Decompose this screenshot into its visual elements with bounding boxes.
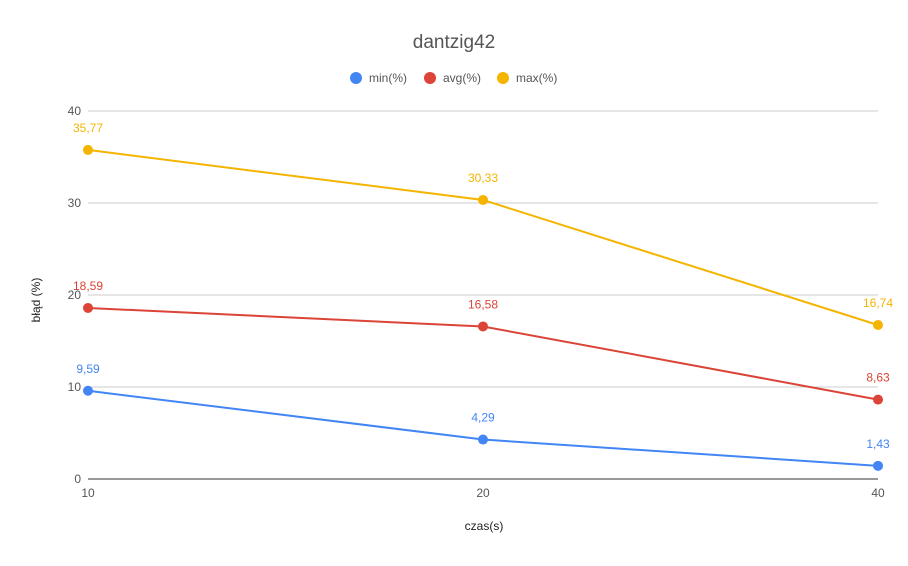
x-tick-label: 40 bbox=[871, 486, 885, 500]
legend-marker bbox=[497, 72, 509, 84]
legend-label: min(%) bbox=[369, 71, 407, 85]
data-label: 4,29 bbox=[471, 411, 495, 425]
data-label: 30,33 bbox=[468, 171, 498, 185]
x-axis-title: czas(s) bbox=[465, 519, 504, 533]
gridlines bbox=[88, 110, 878, 480]
series-group bbox=[83, 144, 883, 471]
data-point[interactable] bbox=[873, 319, 883, 330]
legend: min(%) avg(%) max(%) bbox=[350, 71, 557, 85]
chart-title: dantzig42 bbox=[413, 32, 495, 53]
data-point[interactable] bbox=[478, 434, 488, 445]
data-point[interactable] bbox=[873, 460, 883, 471]
data-label: 1,43 bbox=[866, 437, 890, 451]
data-label: 18,59 bbox=[73, 279, 103, 293]
data-label: 9,59 bbox=[76, 362, 100, 376]
y-tick-label: 40 bbox=[68, 104, 82, 118]
data-point[interactable] bbox=[83, 302, 93, 313]
x-axis-ticks: 10 20 40 bbox=[81, 486, 885, 500]
data-label: 16,58 bbox=[468, 297, 498, 311]
x-tick-label: 10 bbox=[81, 486, 95, 500]
y-tick-label: 0 bbox=[74, 472, 81, 486]
y-tick-label: 10 bbox=[68, 380, 82, 394]
legend-marker bbox=[350, 72, 362, 84]
data-label: 35,77 bbox=[73, 121, 103, 135]
y-axis-title: błąd (%) bbox=[29, 278, 43, 323]
data-point[interactable] bbox=[83, 144, 93, 155]
data-point[interactable] bbox=[83, 385, 93, 396]
series-line-min bbox=[87, 389, 879, 467]
data-labels: 9,59 4,29 1,43 18,59 16,58 8,63 35,77 30,33 16,7… bbox=[73, 121, 893, 451]
x-tick-label: 20 bbox=[476, 486, 490, 500]
legend-label: max(%) bbox=[516, 71, 557, 85]
data-point[interactable] bbox=[873, 394, 883, 405]
data-point[interactable] bbox=[478, 194, 488, 205]
y-tick-label: 20 bbox=[68, 288, 82, 302]
y-axis-ticks: 0 10 20 30 40 bbox=[68, 104, 82, 486]
legend-label: avg(%) bbox=[443, 71, 481, 85]
data-label: 8,63 bbox=[866, 371, 890, 385]
legend-marker bbox=[424, 72, 436, 84]
data-point[interactable] bbox=[478, 321, 488, 332]
y-tick-label: 30 bbox=[68, 196, 82, 210]
data-label: 16,74 bbox=[863, 296, 893, 310]
